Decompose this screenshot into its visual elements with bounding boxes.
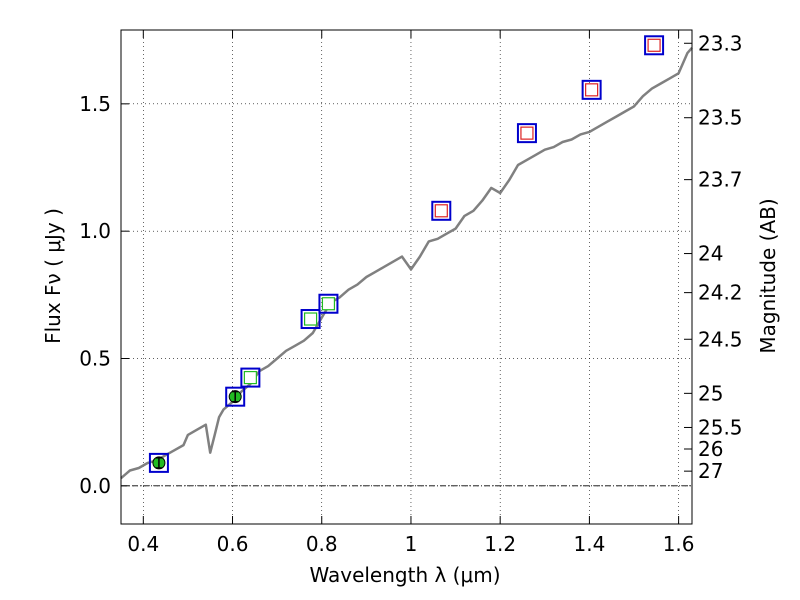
photometry-point — [321, 297, 336, 311]
mag-tick-label: 26 — [698, 437, 723, 461]
photometry-point — [585, 83, 599, 97]
model-flux-box — [225, 386, 246, 407]
mag-tick-label: 24.2 — [698, 281, 743, 305]
model-flux-box — [318, 293, 339, 314]
x-tick-label: 1 — [405, 532, 418, 556]
model-flux-box — [240, 367, 261, 388]
x-tick-label: 0.6 — [217, 532, 249, 556]
mag-tick-label: 25 — [698, 381, 723, 405]
photometry-point — [647, 38, 661, 52]
plot-frame — [120, 29, 693, 525]
photometry-point — [303, 312, 318, 326]
mag-tick-label: 23.5 — [698, 106, 743, 130]
y-axis-label: Flux Fν ( μJy ) — [41, 208, 65, 344]
photometry-point — [520, 126, 534, 140]
model-flux-box — [300, 309, 321, 330]
model-flux-box — [581, 79, 602, 100]
model-flux-box — [148, 452, 169, 473]
x-tick-label: 1.2 — [484, 532, 516, 556]
mag-tick-label: 24 — [698, 242, 723, 266]
y-tick-label: 1.5 — [79, 92, 111, 116]
right-axis-label: Magnitude (AB) — [756, 198, 780, 353]
y-tick-label: 1.0 — [79, 219, 111, 243]
photometry-points-group — [148, 35, 665, 473]
model-spectrum-group — [120, 46, 693, 480]
x-tick-label: 1.4 — [573, 532, 605, 556]
model-spectrum-line — [120, 46, 693, 480]
mag-tick-label: 23.3 — [698, 31, 743, 55]
photometry-point — [434, 204, 448, 218]
mag-tick-label: 27 — [698, 459, 723, 483]
mag-tick-label: 24.5 — [698, 327, 743, 351]
mag-tick-label: 25.5 — [698, 415, 743, 439]
y-tick-label: 0.0 — [79, 474, 111, 498]
x-tick-label: 0.8 — [306, 532, 338, 556]
model-flux-box — [431, 200, 452, 221]
x-axis-label: Wavelength λ (μm) — [309, 563, 500, 587]
tick-marks-group — [121, 30, 692, 524]
x-tick-label: 1.6 — [663, 532, 695, 556]
model-flux-box — [644, 35, 665, 56]
photometry-point — [243, 370, 257, 385]
x-tick-label: 0.4 — [127, 532, 159, 556]
model-flux-box — [516, 123, 537, 144]
x-tick-labels: 0.4 0.6 0.8 1 1.2 1.4 1.6 — [127, 532, 694, 556]
y-tick-labels: 0.0 0.5 1.0 1.5 — [79, 92, 111, 498]
y-tick-label: 0.5 — [79, 346, 111, 370]
grid-lines — [121, 30, 692, 524]
mag-tick-label: 23.7 — [698, 168, 743, 192]
